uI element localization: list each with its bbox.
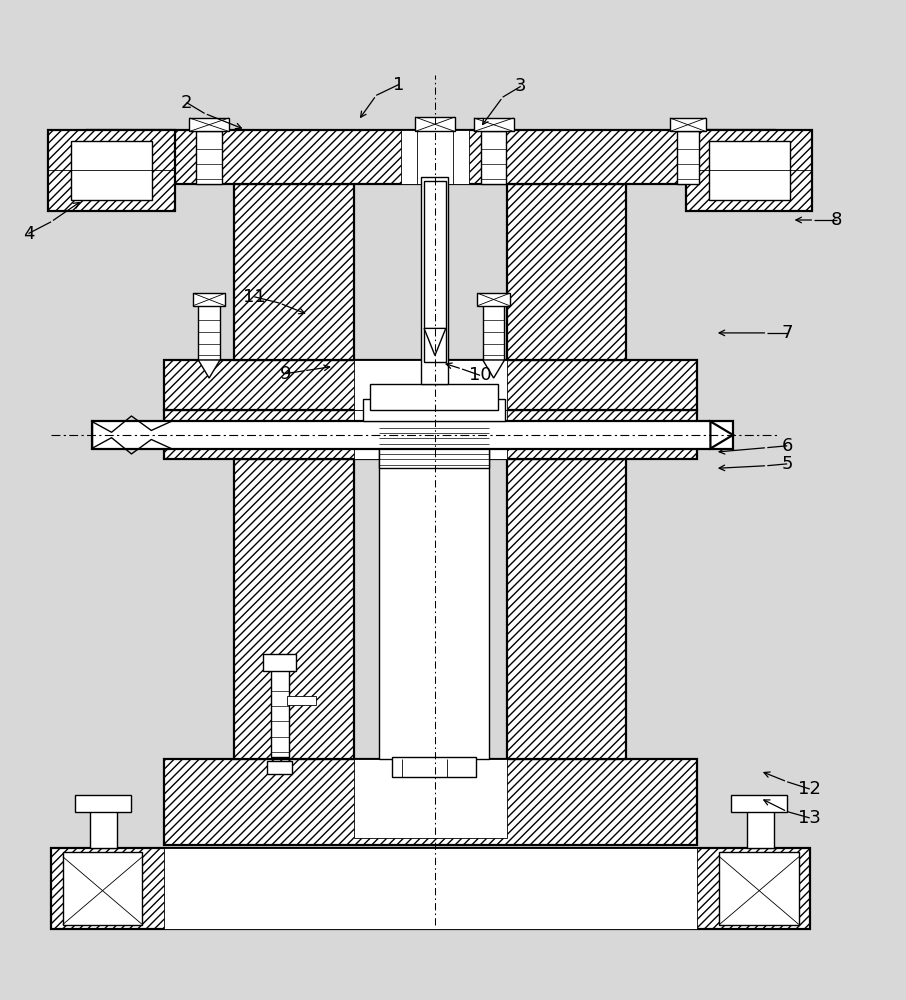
Bar [235,184,353,360]
Bar [670,118,706,131]
Text: 6: 6 [782,437,793,455]
Bar [731,795,787,812]
Bar [51,848,810,929]
Text: 5: 5 [782,455,793,473]
Bar [507,184,626,360]
Bar [198,304,220,360]
Bar [415,117,455,131]
Bar [507,184,626,360]
Text: 7: 7 [782,324,793,342]
Text: 13: 13 [798,809,821,827]
Bar [193,293,226,306]
Bar [424,181,446,362]
Bar [379,419,489,468]
Bar [507,459,626,759]
Bar [474,118,514,131]
Polygon shape [198,360,220,378]
Text: 12: 12 [798,780,821,798]
Bar [63,852,142,925]
Bar [507,459,626,759]
Text: 2: 2 [181,94,192,112]
Bar [686,130,813,211]
Bar [267,761,293,774]
Text: 9: 9 [280,365,292,383]
Bar [686,130,813,211]
Bar [370,384,498,410]
Polygon shape [483,360,505,378]
Bar [747,810,774,848]
Text: 3: 3 [515,77,526,95]
Text: 1: 1 [393,76,404,94]
Polygon shape [424,328,446,355]
Bar [164,759,697,845]
Bar [235,184,353,360]
Bar [164,360,697,410]
Bar [235,459,353,759]
Bar [92,421,733,449]
Text: 8: 8 [831,211,843,229]
Bar [235,459,353,759]
Bar [719,852,799,925]
Text: 11: 11 [243,288,265,306]
Bar [353,360,507,410]
Bar [400,130,469,184]
Bar [353,759,507,838]
Bar [90,810,117,848]
Bar [421,177,448,384]
Text: 10: 10 [468,366,491,384]
Bar [189,118,229,131]
Bar [164,410,697,459]
Bar [287,696,315,705]
Bar [379,410,489,759]
Bar [271,667,289,757]
Bar [477,293,510,306]
Bar [197,131,222,184]
Bar [362,399,506,421]
Bar [353,410,507,459]
Bar [164,360,697,410]
Bar [677,131,699,184]
Bar [483,304,505,360]
Bar [708,141,790,200]
Bar [51,848,810,929]
Bar [164,759,697,845]
Bar [392,757,476,777]
Text: 4: 4 [23,225,34,243]
Bar [481,131,506,184]
Bar [48,130,175,211]
Polygon shape [710,421,733,449]
Bar [87,130,776,184]
Bar [87,130,776,184]
Bar [75,795,131,812]
Bar [71,141,152,200]
Bar [48,130,175,211]
Bar [164,848,697,929]
Bar [164,410,697,459]
Bar [264,654,296,671]
